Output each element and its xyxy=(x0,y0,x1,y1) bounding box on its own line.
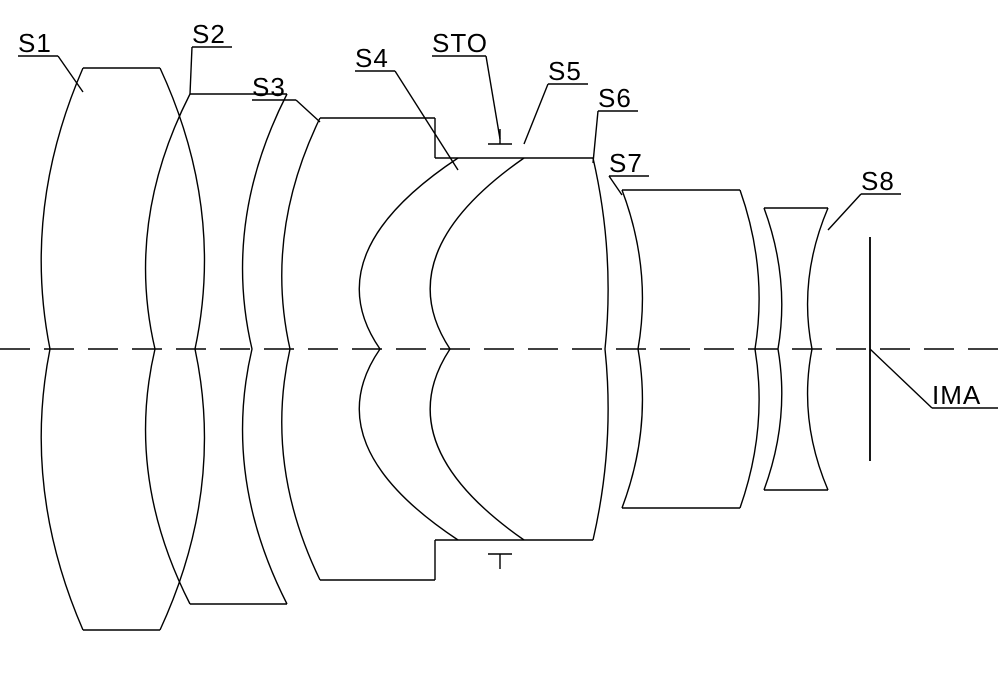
label-s1: S1 xyxy=(18,28,52,58)
optical-lens-diagram: S1 S2 S3 S4 STO S5 S6 S7 S8 IMA xyxy=(0,0,1000,698)
label-s6: S6 xyxy=(598,83,632,113)
leader-lines-group xyxy=(18,47,998,408)
label-s5: S5 xyxy=(548,56,582,86)
label-s4: S4 xyxy=(355,43,389,73)
label-s3: S3 xyxy=(252,72,286,102)
label-s7: S7 xyxy=(609,148,643,178)
label-s2: S2 xyxy=(192,19,226,49)
labels-group: S1 S2 S3 S4 STO S5 S6 S7 S8 IMA xyxy=(18,19,981,410)
label-ima: IMA xyxy=(932,380,981,410)
label-s8: S8 xyxy=(861,166,895,196)
label-sto: STO xyxy=(432,28,488,58)
